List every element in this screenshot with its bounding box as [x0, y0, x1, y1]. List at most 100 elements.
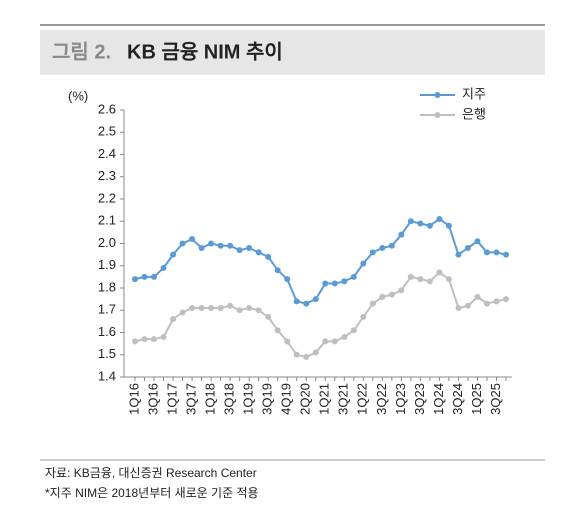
figure-label: 그림 2. — [52, 40, 111, 63]
legend-label: 지주 — [462, 86, 486, 101]
legend-marker — [434, 112, 441, 118]
point — [227, 242, 234, 249]
y-tick-label: 1.4 — [98, 368, 116, 383]
point — [369, 249, 376, 256]
x-tick-label: 1Q17 — [164, 383, 179, 415]
y-tick-label: 1.5 — [98, 346, 116, 361]
point — [284, 276, 291, 283]
point — [189, 305, 196, 312]
header-band — [40, 30, 545, 75]
point — [170, 316, 177, 323]
point — [132, 276, 138, 283]
point — [445, 276, 452, 283]
y-tick-label: 1.7 — [98, 302, 116, 317]
x-tick-label: 1Q16 — [126, 383, 141, 415]
note: *지주 NIM은 2018년부터 새로운 기준 적용 — [45, 486, 259, 500]
point — [350, 273, 357, 280]
legend-marker — [434, 92, 441, 98]
y-tick-label: 2.4 — [98, 146, 116, 161]
point — [417, 220, 424, 227]
x-tick-label: 3Q18 — [222, 383, 237, 415]
point — [436, 269, 443, 276]
point — [303, 353, 310, 360]
point — [132, 338, 138, 345]
point — [426, 278, 433, 285]
x-tick-label: 1Q25 — [469, 383, 484, 415]
x-tick-label: 3Q25 — [488, 383, 503, 415]
point — [407, 273, 414, 280]
point — [236, 247, 243, 254]
point — [160, 264, 167, 271]
point — [493, 249, 500, 256]
point — [179, 240, 186, 247]
source: 자료: KB금융, 대신증권 Research Center — [45, 466, 257, 480]
point — [493, 298, 500, 305]
point — [198, 305, 205, 312]
y-tick-label: 2.0 — [98, 235, 116, 250]
point — [455, 305, 462, 312]
point — [474, 238, 481, 245]
point — [265, 253, 272, 260]
top-rule — [40, 24, 545, 26]
y-tick-label: 1.6 — [98, 324, 116, 339]
point — [198, 244, 205, 251]
x-tick-label: 3Q24 — [450, 383, 465, 415]
point — [151, 273, 158, 280]
point — [208, 240, 215, 247]
point — [350, 327, 357, 334]
point — [217, 242, 224, 249]
point — [360, 260, 367, 267]
point — [284, 338, 291, 345]
point — [483, 300, 490, 307]
point — [360, 313, 367, 320]
point — [293, 298, 300, 305]
point — [274, 327, 281, 334]
point — [388, 291, 395, 298]
point — [398, 231, 405, 238]
point — [274, 267, 281, 274]
point — [379, 293, 386, 300]
y-tick-label: 1.9 — [98, 257, 116, 272]
y-tick-label: 2.6 — [98, 101, 116, 116]
point — [379, 244, 386, 251]
x-tick-label: 1Q19 — [241, 383, 256, 415]
y-tick-label: 2.1 — [98, 213, 116, 228]
x-tick-label: 3Q16 — [145, 383, 160, 415]
series-line — [134, 271, 507, 359]
point — [331, 280, 338, 287]
point — [322, 280, 329, 287]
point — [312, 296, 319, 303]
x-tick-label: 2Q20 — [298, 383, 313, 415]
point — [436, 216, 443, 223]
point — [208, 305, 215, 312]
point — [160, 333, 167, 340]
point — [255, 307, 262, 314]
x-tick-label: 4Q19 — [279, 383, 294, 415]
y-unit: (%) — [68, 88, 88, 103]
point — [236, 307, 243, 314]
y-tick-label: 2.2 — [98, 190, 116, 205]
x-tick-label: 1Q22 — [355, 383, 370, 415]
point — [483, 249, 490, 256]
chart-title: KB 금융 NIM 추이 — [127, 40, 283, 63]
point — [331, 338, 338, 345]
point — [369, 300, 376, 307]
point — [246, 244, 253, 251]
y-tick-label: 2.3 — [98, 168, 116, 183]
point — [426, 222, 433, 229]
x-tick-label: 1Q18 — [203, 383, 218, 415]
point — [151, 336, 158, 343]
point — [265, 313, 272, 320]
point — [341, 333, 348, 340]
point — [388, 242, 395, 249]
point — [322, 338, 329, 345]
x-tick-label: 3Q23 — [412, 383, 427, 415]
point — [474, 293, 481, 300]
x-tick-label: 3Q17 — [184, 383, 199, 415]
point — [255, 249, 262, 256]
x-tick-label: 1Q21 — [317, 383, 332, 415]
x-tick-label: 3Q21 — [336, 383, 351, 415]
x-tick-label: 3Q22 — [374, 383, 389, 415]
point — [464, 244, 471, 251]
